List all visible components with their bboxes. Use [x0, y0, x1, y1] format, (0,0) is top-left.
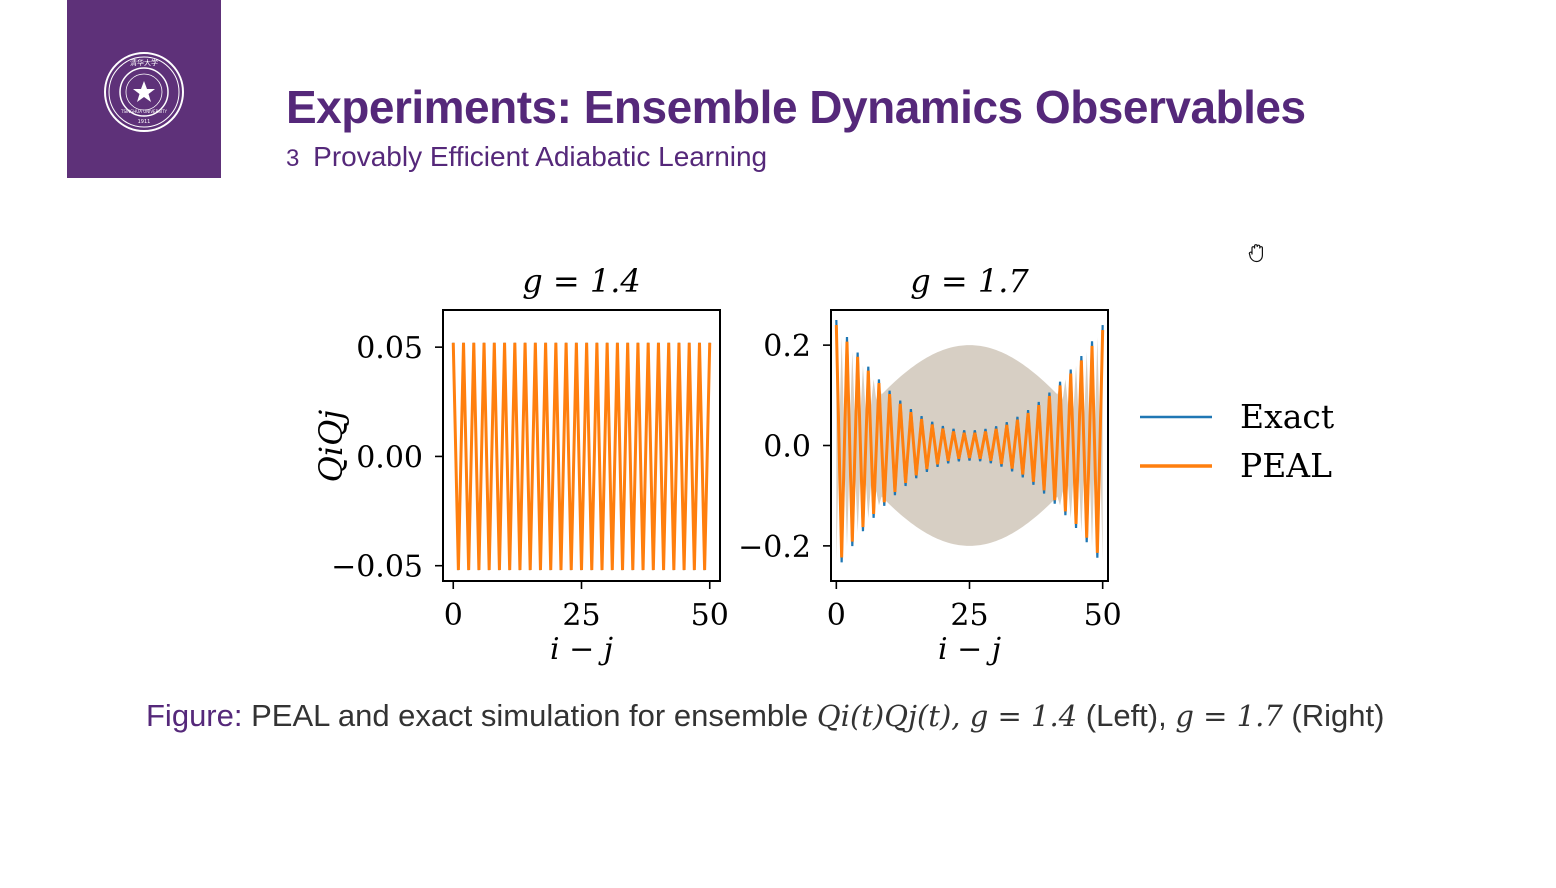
y-tick-label: −0.05 — [331, 550, 423, 585]
legend-label-peal: PEAL — [1240, 446, 1332, 485]
x-tick-label: 0 — [827, 598, 846, 633]
figure-caption: Figure: PEAL and exact simulation for en… — [146, 698, 1384, 734]
x-tick-label: 25 — [562, 598, 600, 633]
caption-right-text: (Right) — [1291, 698, 1385, 733]
x-tick-label: 50 — [1084, 598, 1122, 633]
chart-panel-right: 0 25 50 −0.2 0.0 0.2 g = 1.7 i − j — [738, 262, 1122, 667]
caption-left-text: (Left), — [1085, 698, 1167, 733]
legend-label-exact: Exact — [1240, 397, 1334, 436]
hand-cursor-icon — [1248, 244, 1263, 263]
y-axis-label: QiQj — [312, 410, 350, 483]
y-tick-label: 0.00 — [356, 440, 423, 475]
y-tick-label: 0.05 — [356, 331, 423, 366]
panel-title: g = 1.7 — [910, 262, 1029, 300]
logo-university-text: TSINGHUA UNIVERSITY — [120, 109, 168, 114]
slide-title: Experiments: Ensemble Dynamics Observabl… — [286, 81, 1306, 133]
x-tick-label: 50 — [691, 598, 729, 633]
panel-title: g = 1.4 — [522, 262, 641, 300]
series-line-peal — [834, 325, 1105, 558]
tsinghua-seal-icon: 清华大学 TSINGHUA UNIVERSITY 1911 — [104, 52, 184, 132]
university-logo-box: 清华大学 TSINGHUA UNIVERSITY 1911 — [67, 0, 221, 178]
logo-year-text: 1911 — [138, 119, 151, 125]
section-number: 3 — [286, 145, 300, 172]
y-tick-label: −0.2 — [738, 530, 811, 565]
caption-label: Figure: — [146, 698, 243, 733]
y-tick-label: 0.0 — [763, 430, 811, 465]
caption-math-g2: g = 1.7 — [1175, 699, 1283, 733]
series-line-peal — [451, 342, 712, 571]
plot-area — [451, 342, 712, 571]
x-axis-label: i − j — [550, 632, 613, 667]
logo-chinese-text: 清华大学 — [130, 58, 158, 67]
x-tick-label: 25 — [950, 598, 988, 633]
x-tick-label: 0 — [444, 598, 463, 633]
caption-math-expression: Qi(t)Qj(t), g = 1.4 — [816, 699, 1078, 733]
x-axis-label: i − j — [938, 632, 1001, 667]
y-tick-label: 0.2 — [763, 329, 811, 364]
plot-area — [834, 320, 1105, 563]
chart-legend: Exact PEAL — [1140, 397, 1334, 485]
chart-panel-left: 0 25 50 −0.05 0.00 0.05 g = 1.4 i − j — [331, 262, 729, 667]
slide-subtitle: 3 Provably Efficient Adiabatic Learning — [286, 141, 767, 173]
section-title: Provably Efficient Adiabatic Learning — [313, 141, 768, 172]
caption-text: PEAL and exact simulation for ensemble — [251, 698, 809, 733]
confidence-band — [836, 330, 1103, 561]
